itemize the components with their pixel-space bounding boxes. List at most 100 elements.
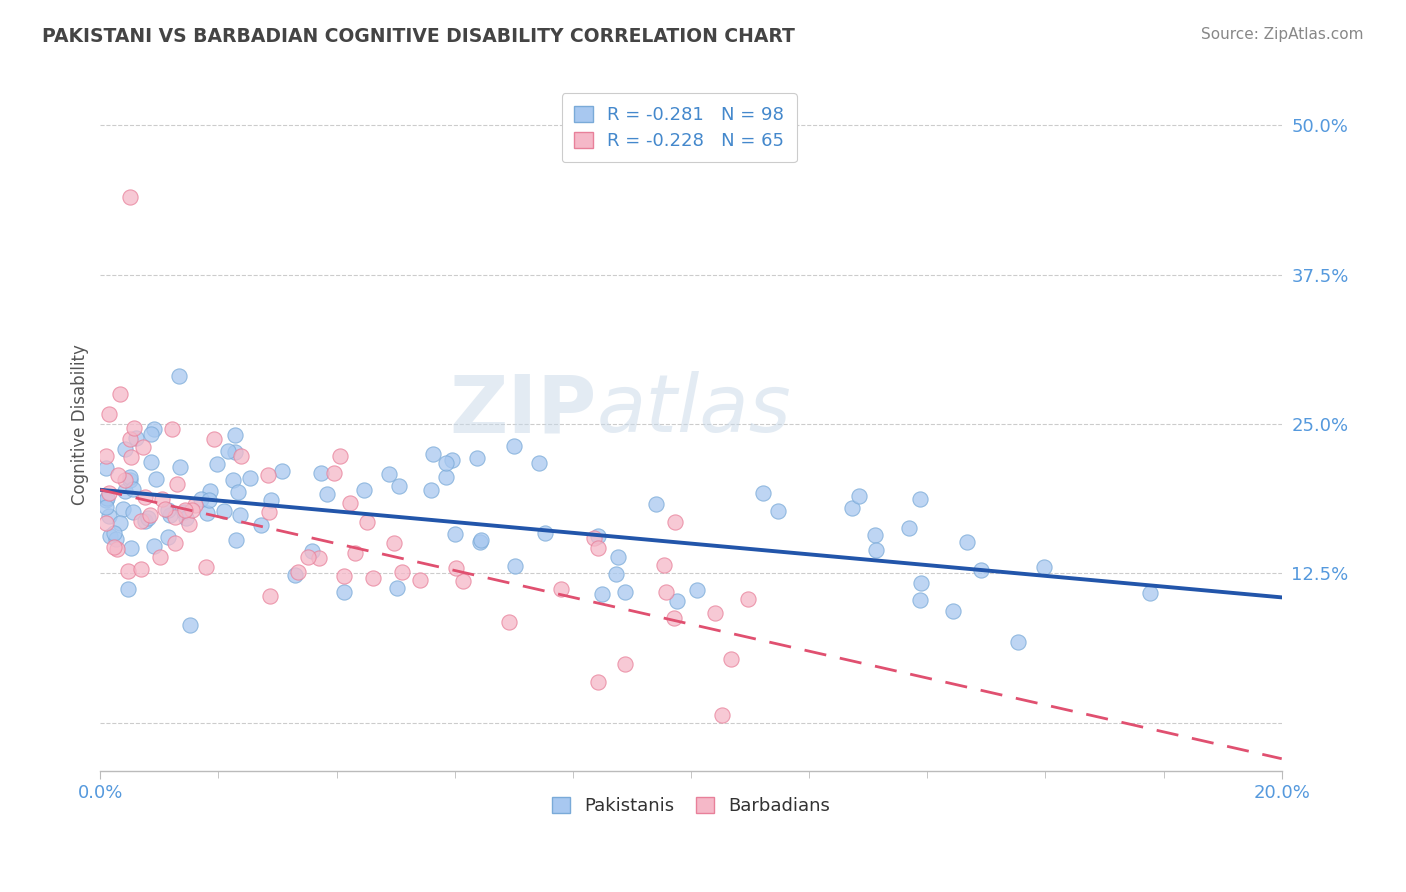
Point bbox=[107, 468, 129, 483]
Point bbox=[98, 407, 121, 421]
Point bbox=[322, 467, 344, 481]
Point bbox=[645, 497, 668, 511]
Point bbox=[606, 550, 628, 565]
Point bbox=[111, 502, 134, 516]
Point bbox=[96, 491, 118, 506]
Point bbox=[468, 534, 491, 549]
Point bbox=[129, 515, 152, 529]
Point bbox=[583, 531, 606, 545]
Point bbox=[720, 652, 742, 666]
Point bbox=[420, 483, 443, 498]
Point bbox=[228, 485, 250, 500]
Point bbox=[222, 473, 245, 487]
Point bbox=[664, 516, 686, 530]
Point bbox=[217, 444, 239, 458]
Point bbox=[177, 516, 200, 531]
Point bbox=[391, 565, 413, 579]
Point bbox=[150, 491, 173, 506]
Point bbox=[586, 529, 609, 543]
Point bbox=[104, 532, 127, 546]
Point bbox=[173, 505, 195, 519]
Point bbox=[711, 707, 734, 722]
Point bbox=[297, 549, 319, 564]
Point bbox=[529, 456, 551, 470]
Point bbox=[249, 517, 271, 532]
Point bbox=[465, 450, 488, 465]
Point bbox=[139, 508, 162, 522]
Point bbox=[329, 449, 352, 463]
Point bbox=[120, 450, 142, 465]
Text: Source: ZipAtlas.com: Source: ZipAtlas.com bbox=[1201, 27, 1364, 42]
Point bbox=[498, 615, 520, 629]
Point bbox=[534, 526, 557, 541]
Point bbox=[169, 460, 191, 475]
Point bbox=[309, 466, 332, 480]
Point bbox=[239, 471, 262, 485]
Point bbox=[200, 484, 222, 499]
Point bbox=[145, 472, 167, 486]
Text: PAKISTANI VS BARBADIAN COGNITIVE DISABILITY CORRELATION CHART: PAKISTANI VS BARBADIAN COGNITIVE DISABIL… bbox=[42, 27, 794, 45]
Point bbox=[229, 508, 252, 522]
Point bbox=[908, 593, 931, 607]
Text: atlas: atlas bbox=[596, 371, 792, 450]
Point bbox=[224, 428, 246, 442]
Point bbox=[174, 503, 197, 517]
Point bbox=[768, 504, 790, 518]
Point bbox=[503, 558, 526, 573]
Point bbox=[409, 573, 432, 587]
Point bbox=[865, 528, 887, 542]
Point bbox=[190, 491, 212, 506]
Point bbox=[143, 539, 166, 553]
Point bbox=[132, 440, 155, 454]
Point bbox=[361, 571, 384, 585]
Point bbox=[865, 542, 887, 557]
Point bbox=[141, 455, 163, 469]
Point bbox=[149, 549, 172, 564]
Point bbox=[202, 432, 225, 446]
Point bbox=[167, 368, 190, 383]
Point bbox=[614, 584, 637, 599]
Point bbox=[704, 606, 727, 620]
Point bbox=[103, 526, 125, 541]
Point bbox=[956, 535, 979, 549]
Point bbox=[344, 546, 367, 560]
Point bbox=[165, 509, 187, 524]
Point bbox=[662, 611, 685, 625]
Point bbox=[287, 565, 309, 579]
Legend: Pakistanis, Barbadians: Pakistanis, Barbadians bbox=[543, 788, 839, 824]
Point bbox=[229, 450, 252, 464]
Point bbox=[1032, 560, 1054, 574]
Point bbox=[259, 493, 281, 508]
Point bbox=[898, 521, 921, 535]
Point bbox=[586, 675, 609, 690]
Point bbox=[333, 585, 356, 599]
Point bbox=[131, 562, 153, 576]
Point bbox=[205, 457, 228, 471]
Point bbox=[451, 574, 474, 588]
Point bbox=[752, 486, 775, 500]
Point bbox=[443, 527, 465, 541]
Point bbox=[108, 516, 131, 530]
Point bbox=[910, 576, 932, 591]
Point bbox=[225, 533, 247, 547]
Point bbox=[353, 483, 375, 497]
Point bbox=[257, 505, 280, 519]
Point bbox=[117, 582, 139, 596]
Point bbox=[114, 484, 136, 499]
Point bbox=[470, 533, 492, 547]
Point bbox=[378, 467, 401, 482]
Point bbox=[197, 493, 219, 508]
Point bbox=[124, 431, 146, 445]
Point bbox=[194, 560, 217, 574]
Point bbox=[666, 594, 689, 608]
Point bbox=[841, 501, 863, 516]
Point bbox=[122, 505, 145, 519]
Point bbox=[686, 582, 709, 597]
Point bbox=[156, 503, 179, 517]
Point bbox=[181, 503, 204, 517]
Point bbox=[105, 542, 128, 557]
Point bbox=[910, 492, 932, 507]
Point bbox=[179, 618, 201, 632]
Text: ZIP: ZIP bbox=[450, 371, 596, 450]
Point bbox=[259, 589, 281, 603]
